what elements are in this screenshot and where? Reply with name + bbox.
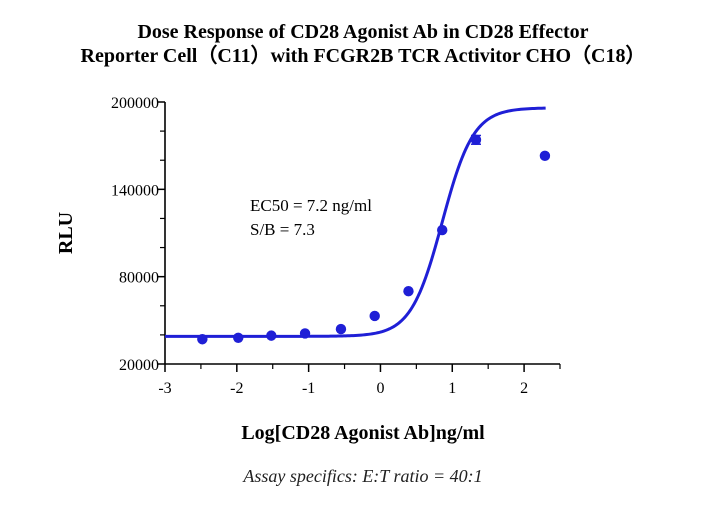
data-point — [335, 323, 347, 335]
data-point — [539, 150, 551, 162]
x-tick-label: 0 — [376, 380, 384, 397]
assay-footnote: Assay specifics: E:T ratio = 40:1 — [243, 466, 483, 486]
ec50-annotation: EC50 = 7.2 ng/ml — [250, 196, 372, 215]
data-point — [403, 286, 414, 297]
data-points — [197, 134, 551, 345]
x-tick-label: 1 — [448, 380, 456, 397]
data-point — [369, 310, 380, 322]
chart-title-line-2: Reporter Cell（C11）with FCGR2B TCR Activi… — [80, 45, 646, 67]
y-tick-label: 140000 — [111, 182, 159, 199]
data-point — [197, 334, 208, 345]
data-point — [470, 134, 482, 146]
chart-title-line-1: Dose Response of CD28 Agonist Ab in CD28… — [137, 21, 589, 43]
y-tick-label: 200000 — [111, 95, 159, 112]
x-tick-label: -3 — [158, 380, 171, 397]
data-point — [437, 224, 448, 236]
chart-title: Dose Response of CD28 Agonist Ab in CD28… — [0, 20, 726, 68]
axes: -3 -2 -1 0 1 2 20000 80000 140000 200000 — [111, 95, 561, 397]
sb-annotation: S/B = 7.3 — [250, 220, 315, 239]
data-point — [233, 332, 244, 343]
y-axis-label: RLU — [55, 212, 77, 254]
fit-curve-group — [165, 106, 546, 338]
fit-curve — [165, 106, 546, 338]
y-tick-label: 20000 — [119, 357, 159, 374]
x-tick-label: 2 — [520, 380, 528, 397]
x-axis-label: Log[CD28 Agonist Ab]ng/ml — [241, 422, 485, 444]
data-point — [266, 330, 277, 341]
data-point — [299, 328, 311, 339]
x-tick-label: -1 — [302, 380, 315, 397]
y-tick-label: 80000 — [119, 270, 159, 287]
x-tick-label: -2 — [230, 380, 243, 397]
